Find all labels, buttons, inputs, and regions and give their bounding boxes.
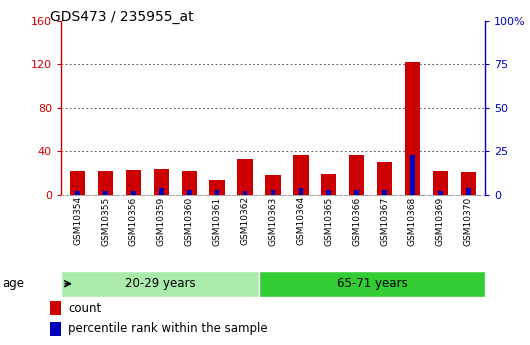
Bar: [50, 301, 61, 315]
Bar: [410, 155, 415, 195]
Bar: [377, 162, 392, 195]
Bar: [182, 171, 197, 195]
Bar: [355, 190, 359, 195]
Bar: [215, 190, 219, 195]
Bar: [438, 191, 443, 195]
Bar: [432, 171, 448, 195]
Bar: [405, 62, 420, 195]
Bar: [461, 172, 476, 195]
Bar: [293, 155, 308, 195]
FancyBboxPatch shape: [61, 271, 259, 297]
Text: percentile rank within the sample: percentile rank within the sample: [68, 323, 268, 335]
Bar: [103, 191, 108, 195]
Bar: [154, 169, 169, 195]
Bar: [126, 170, 141, 195]
Text: 20-29 years: 20-29 years: [125, 277, 195, 290]
Bar: [50, 322, 61, 336]
Bar: [326, 190, 331, 195]
Bar: [271, 190, 275, 195]
Bar: [209, 180, 225, 195]
Bar: [382, 190, 387, 195]
Bar: [75, 191, 80, 195]
FancyBboxPatch shape: [259, 271, 485, 297]
Bar: [131, 191, 136, 195]
Text: count: count: [68, 302, 101, 315]
Bar: [237, 159, 253, 195]
Text: 65-71 years: 65-71 years: [337, 277, 407, 290]
Text: age: age: [3, 277, 25, 290]
Bar: [298, 188, 303, 195]
Bar: [466, 188, 471, 195]
Bar: [187, 190, 191, 195]
Bar: [243, 191, 248, 195]
Bar: [159, 188, 164, 195]
Text: GDS473 / 235955_at: GDS473 / 235955_at: [50, 10, 194, 24]
Bar: [70, 171, 85, 195]
Bar: [349, 155, 364, 195]
Bar: [266, 175, 280, 195]
Bar: [98, 171, 113, 195]
Bar: [321, 174, 337, 195]
